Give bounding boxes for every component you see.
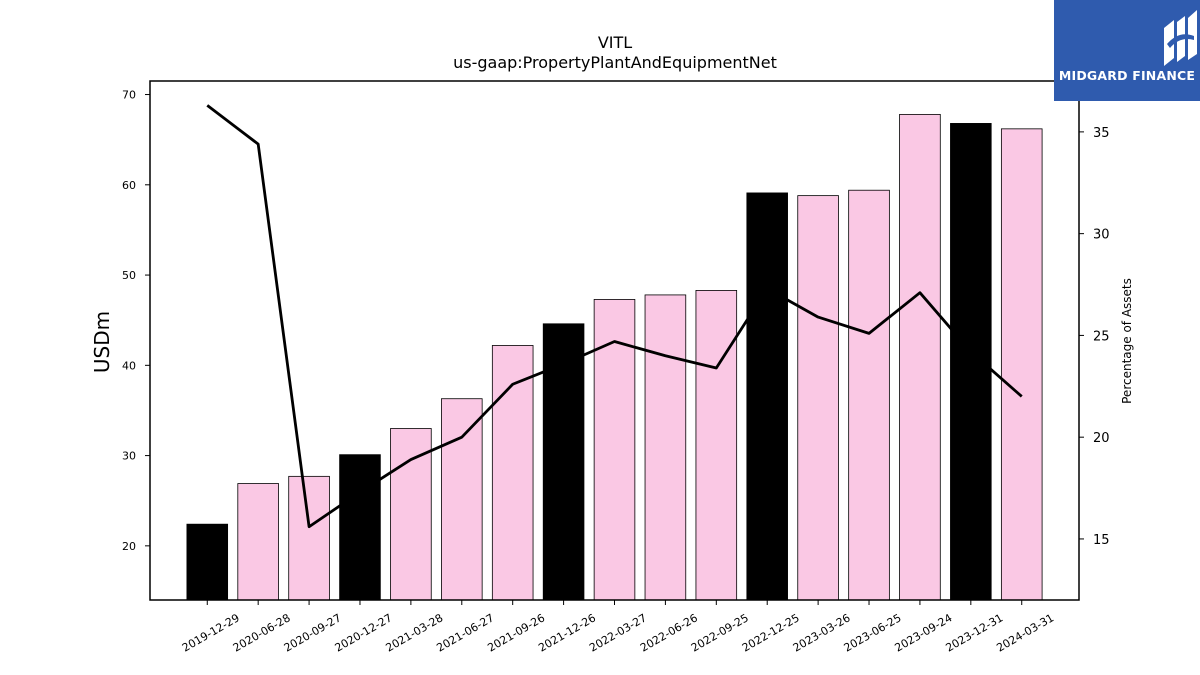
y-tick-label: 20	[122, 540, 136, 553]
y2-axis-label: Percentage of Assets	[1120, 278, 1134, 404]
x-tick-label: 2024-03-31	[994, 611, 1056, 654]
y2-tick-label: 30	[1093, 228, 1110, 243]
bar	[797, 195, 839, 601]
bar	[288, 475, 330, 601]
bar	[237, 483, 279, 601]
chart-title: VITL	[598, 33, 632, 52]
y-tick-label: 30	[122, 450, 136, 463]
y2-tick-label: 35	[1093, 126, 1110, 141]
bar	[390, 428, 432, 601]
y-tick-label: 50	[122, 269, 136, 282]
y2-tick-label: 25	[1093, 329, 1110, 344]
y-tick-label: 70	[122, 89, 136, 102]
bar	[746, 192, 788, 601]
bar	[441, 398, 483, 601]
bar	[950, 123, 992, 601]
y-axis-label: USDm	[90, 311, 114, 373]
bar	[186, 523, 229, 601]
bar	[695, 290, 738, 601]
midgard-finance-logo: MIDGARD FINANCE	[1054, 0, 1200, 101]
logo-mark-icon	[1164, 10, 1197, 66]
bar	[593, 299, 636, 601]
bar	[899, 113, 941, 601]
y-tick-label: 40	[122, 359, 136, 372]
plot-area: 20304050607015202530352019-12-292020-06-…	[122, 80, 1110, 655]
y-tick-label: 60	[122, 179, 136, 192]
bar	[644, 294, 687, 601]
bar	[1000, 128, 1043, 601]
bar	[339, 454, 381, 601]
bar	[848, 189, 890, 601]
series-line	[206, 104, 1023, 529]
y2-tick-label: 15	[1093, 533, 1110, 548]
logo-text: MIDGARD FINANCE	[1058, 68, 1196, 83]
bar	[491, 345, 534, 601]
y2-tick-label: 20	[1093, 431, 1110, 446]
chart-subtitle: us-gaap:PropertyPlantAndEquipmentNet	[453, 53, 777, 72]
